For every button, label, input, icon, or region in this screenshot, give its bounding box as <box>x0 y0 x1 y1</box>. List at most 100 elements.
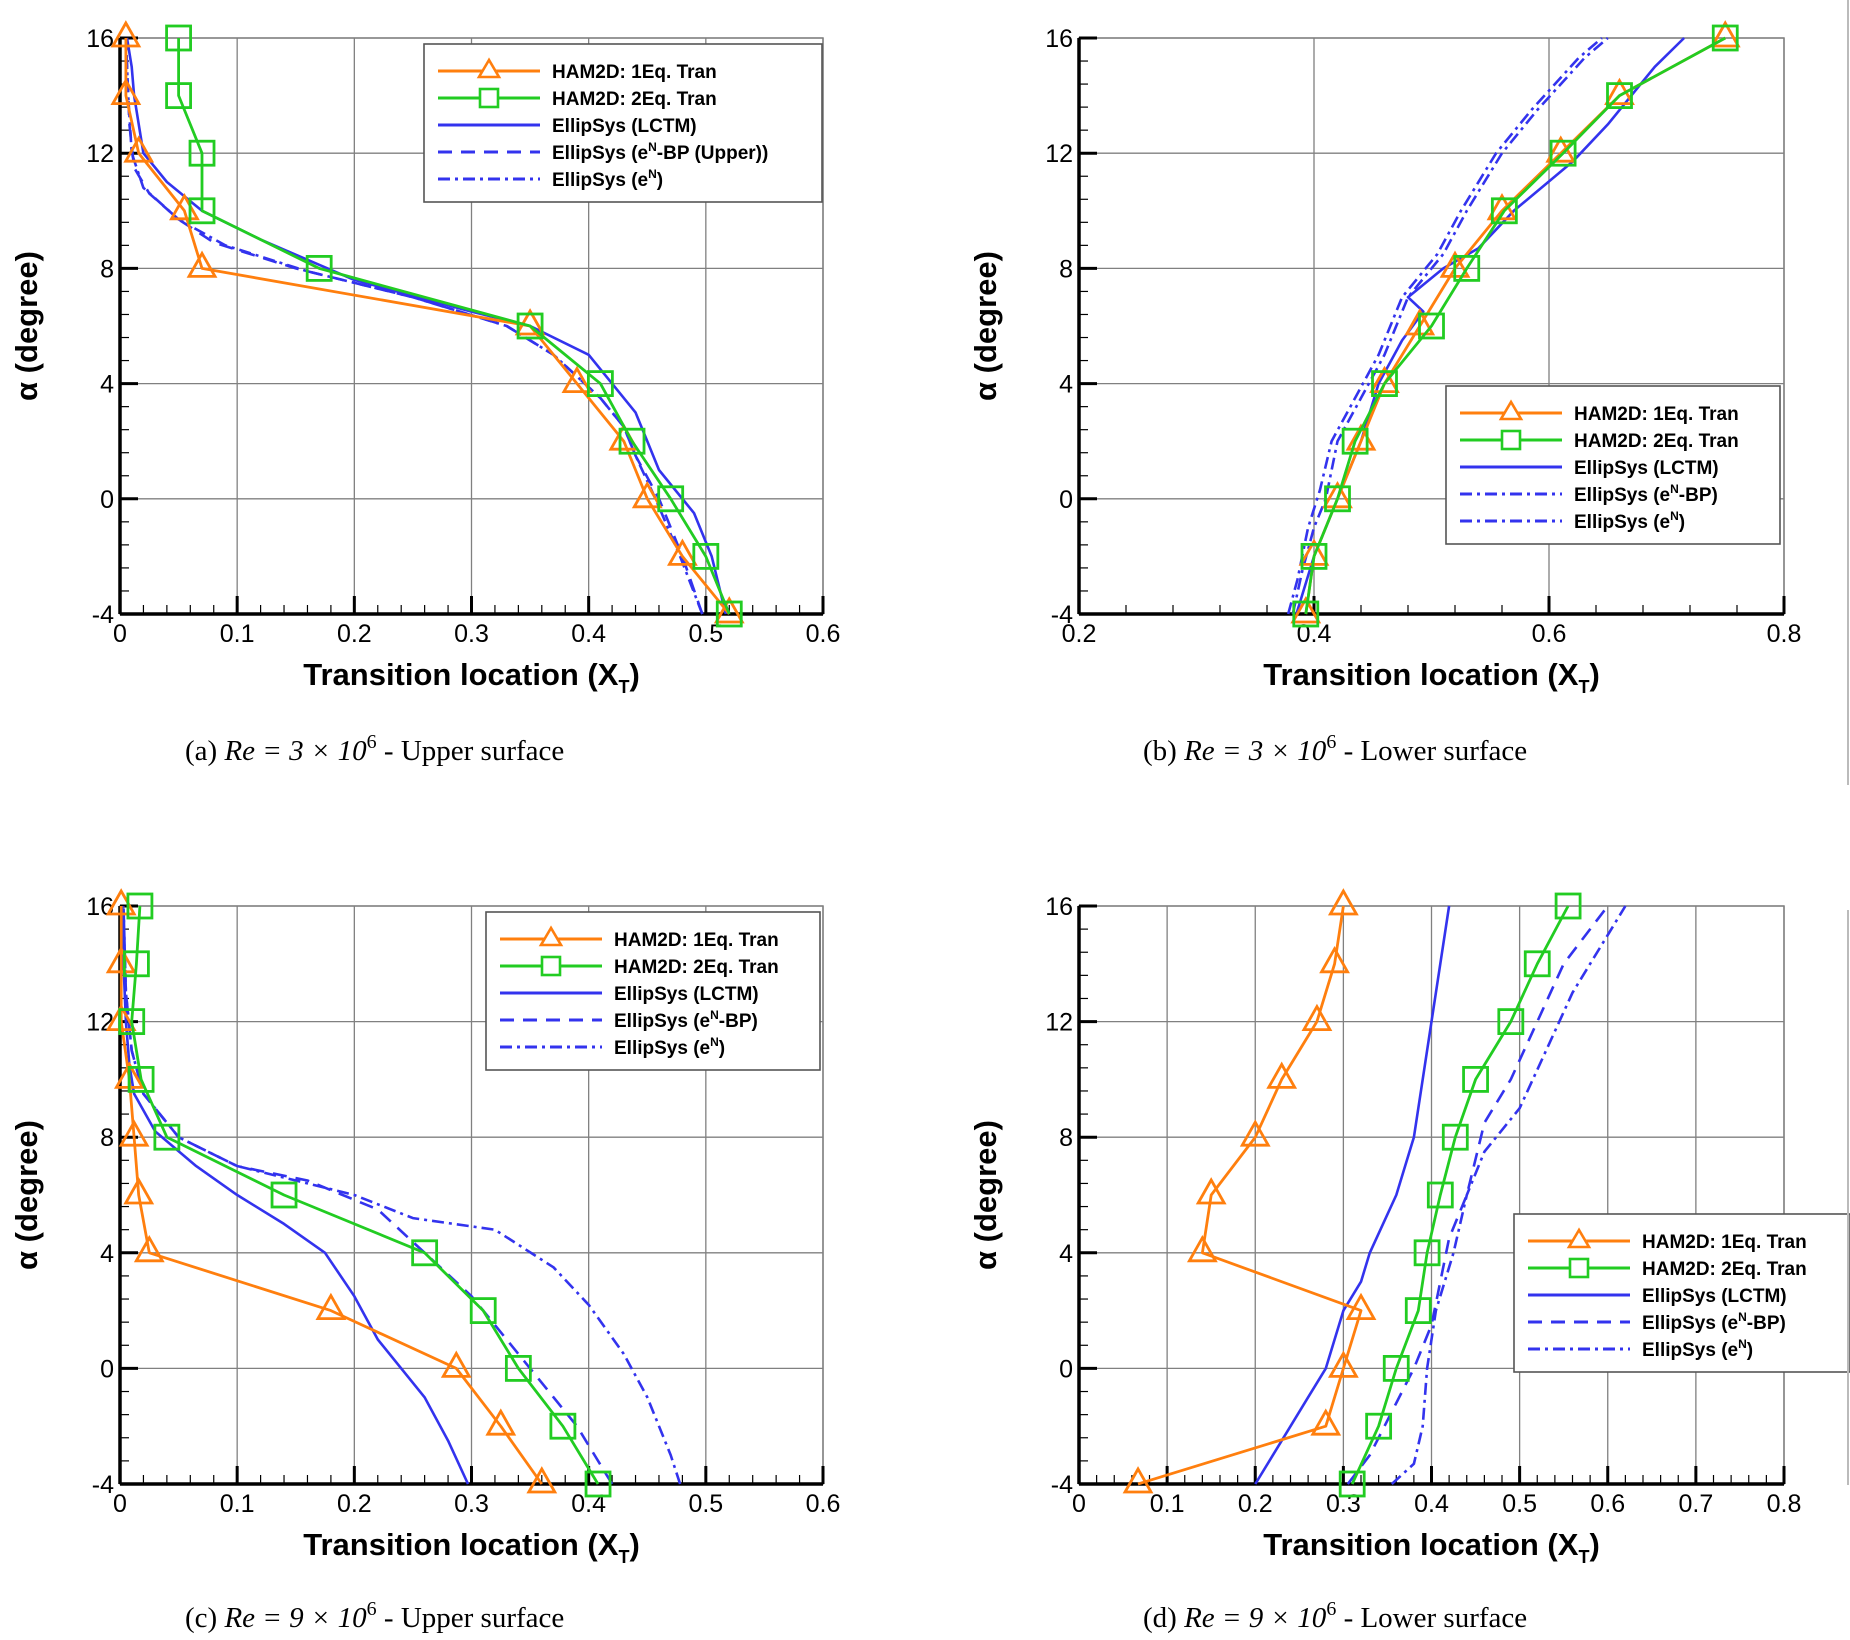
data-point-square <box>126 892 154 920</box>
legend-marker-triangle <box>538 925 564 947</box>
x-tick-label: 0.5 <box>1502 1490 1537 1518</box>
series-line-ellipsys-e- <box>122 905 682 1485</box>
x-axis-title: Transition location (XT) <box>1263 657 1600 697</box>
legend-label: EllipSys (LCTM) <box>1642 1286 1787 1307</box>
y-tick-label: -4 <box>92 601 114 629</box>
data-point-square <box>504 1355 532 1382</box>
figure-caption: (c) Re = 9 × 106 - Upper surface <box>185 1598 564 1634</box>
x-tick-label: 0.1 <box>1150 1490 1185 1518</box>
data-point-square <box>1426 1181 1454 1209</box>
legend-marker-triangle <box>476 57 502 79</box>
data-point-square <box>586 370 614 398</box>
series-line-ellipsys-lctm- <box>121 905 470 1485</box>
data-point-triangle <box>440 1350 472 1378</box>
data-point-square <box>1324 485 1351 513</box>
y-tick-label: -4 <box>1051 601 1073 629</box>
data-point-square <box>411 1239 439 1267</box>
data-point-triangle <box>110 77 142 105</box>
data-point-triangle <box>105 945 137 974</box>
y-tick-label: 8 <box>100 1124 114 1152</box>
data-point-triangle <box>1369 365 1400 394</box>
legend-label: HAM2D: 2Eq. Tran <box>1642 1259 1807 1280</box>
data-point-triangle <box>1195 1177 1227 1205</box>
series-line-ellipsys-e- <box>1286 37 1603 615</box>
y-tick-label: -4 <box>92 1471 114 1499</box>
legend: HAM2D: 1Eq. Tran HAM2D: 2Eq. Tran EllipSys… <box>1445 385 1781 545</box>
x-tick-label: 0.6 <box>806 1490 841 1518</box>
data-point-triangle <box>1290 596 1322 624</box>
y-tick-label: 0 <box>100 486 114 514</box>
data-point-square <box>1554 892 1582 920</box>
x-tick-label: 0.4 <box>1414 1490 1449 1518</box>
data-point-square <box>1292 600 1320 628</box>
figure-caption: (a) Re = 3 × 106 - Upper surface <box>185 731 564 767</box>
x-axis-title: Transition location (XT) <box>1263 1527 1600 1567</box>
data-point-square <box>584 1470 612 1498</box>
data-point-triangle <box>1327 1350 1359 1378</box>
data-point-square <box>305 254 333 282</box>
legend-label: EllipSys (eN) <box>1574 509 1685 533</box>
data-point-triangle <box>526 1466 558 1494</box>
figure-caption: (d) Re = 9 × 106 - Lower surface <box>1143 1598 1527 1634</box>
series-line-ellipsys-e- <box>124 37 704 615</box>
data-point-square <box>657 485 685 513</box>
data-point-square <box>1523 950 1551 978</box>
legend-label: EllipSys (eN-BP) <box>1642 1310 1786 1334</box>
x-tick-label: 0.8 <box>1767 1490 1802 1518</box>
data-point-square <box>188 197 216 225</box>
y-tick-label: 16 <box>86 893 114 921</box>
data-point-triangle <box>561 365 593 394</box>
data-point-square <box>1606 82 1633 109</box>
data-point-square <box>127 1066 155 1093</box>
data-point-triangle <box>1327 888 1359 916</box>
x-tick-label: 0.4 <box>571 1490 606 1518</box>
series-line-ellipsys-e-bp- <box>1291 37 1609 615</box>
y-axis-title: α (degree) <box>968 251 1003 401</box>
data-point-triangle <box>133 1234 165 1263</box>
data-point-square <box>1497 1008 1525 1035</box>
data-point-square <box>1490 197 1518 225</box>
data-point-square <box>1413 1239 1441 1267</box>
data-point-square <box>1341 427 1369 455</box>
x-tick-label: 0.2 <box>1062 620 1097 648</box>
y-tick-label: 0 <box>1059 1355 1073 1383</box>
x-tick-label: 0.7 <box>1678 1490 1713 1518</box>
chart-d: 0 0.1 0.2 0.3 0.4 0.5 0.6 0.7 0.8-40481216Transi… <box>968 888 1850 1634</box>
data-point-triangle <box>1322 480 1353 509</box>
x-tick-label: 0.4 <box>1297 620 1332 648</box>
x-tick-label: 0.5 <box>688 1490 723 1518</box>
y-tick-label: 8 <box>1059 255 1073 283</box>
legend-marker-square <box>540 955 562 977</box>
y-tick-label: 4 <box>100 1240 114 1268</box>
x-tick-label: 0.8 <box>1767 620 1802 648</box>
x-tick-label: 0 <box>113 1490 127 1518</box>
data-point-triangle <box>1239 1119 1271 1147</box>
series-line-ham2d-2eq-tran <box>1304 36 1726 615</box>
data-point-triangle <box>105 1003 137 1031</box>
series-line-ham2d-1eq-tran <box>119 906 543 1485</box>
y-tick-label: 12 <box>86 140 114 168</box>
y-tick-label: 8 <box>100 255 114 283</box>
legend-marker-square <box>1568 1257 1590 1279</box>
data-point-square <box>188 139 216 167</box>
data-point-triangle <box>514 308 546 336</box>
series-line-ellipsys-lctm- <box>125 37 728 615</box>
legend-label: EllipSys (eN-BP) <box>614 1008 758 1032</box>
data-point-triangle <box>110 20 142 48</box>
data-point-square <box>549 1412 577 1440</box>
data-point-square <box>270 1181 298 1209</box>
y-tick-label: 4 <box>100 371 114 399</box>
series-line-ham2d-2eq-tran <box>1350 905 1570 1485</box>
data-point-square <box>1365 1412 1393 1440</box>
y-tick-label: 16 <box>1045 25 1073 53</box>
y-axis-title: α (degree) <box>9 251 44 401</box>
data-layer <box>1286 20 1741 628</box>
data-point-triangle <box>118 1119 150 1147</box>
x-tick-label: 0.3 <box>1326 1490 1361 1518</box>
data-point-square <box>618 427 646 455</box>
legend: HAM2D: 1Eq. Tran HAM2D: 2Eq. Tran EllipSys… <box>1513 1213 1850 1373</box>
legend-label: EllipSys (LCTM) <box>552 116 697 137</box>
legend-label: EllipSys (eN) <box>614 1035 725 1059</box>
legend-label: EllipSys (eN-BP) <box>1574 482 1718 506</box>
